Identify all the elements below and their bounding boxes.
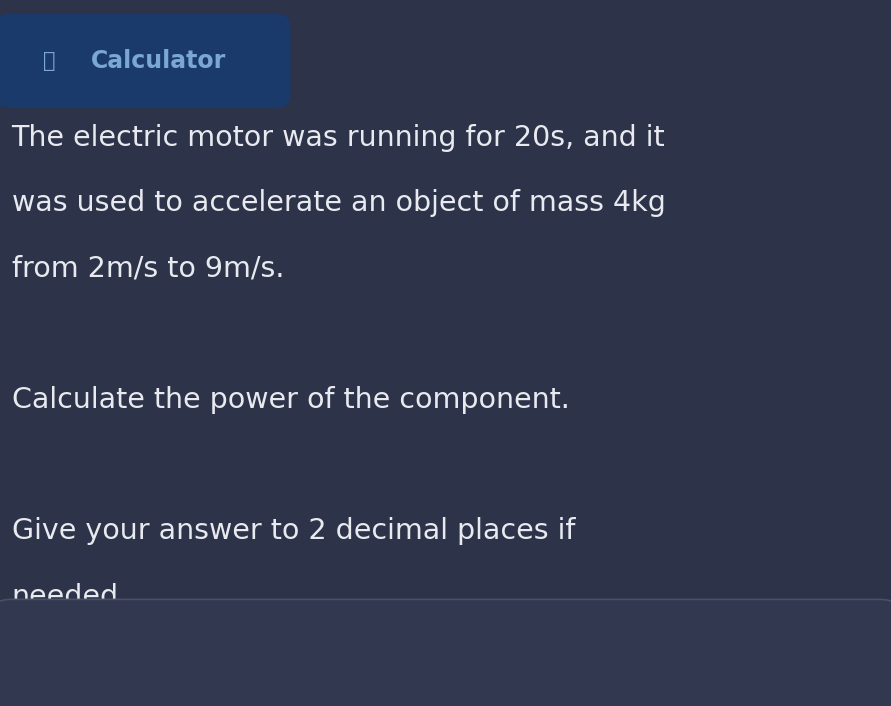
Text: The electric motor was running for 20s, and it: The electric motor was running for 20s, … [12, 124, 666, 152]
Text: from 2m/s to 9m/s.: from 2m/s to 9m/s. [12, 255, 284, 283]
FancyBboxPatch shape [0, 13, 290, 108]
Text: Calculate the power of the component.: Calculate the power of the component. [12, 386, 569, 414]
Text: was used to accelerate an object of mass 4kg: was used to accelerate an object of mass… [12, 189, 666, 217]
Text: Calculator: Calculator [91, 49, 226, 73]
Text: 🖩: 🖩 [43, 51, 55, 71]
FancyBboxPatch shape [0, 599, 891, 706]
Text: Give your answer to 2 decimal places if: Give your answer to 2 decimal places if [12, 517, 575, 546]
Text: needed.: needed. [12, 583, 127, 611]
